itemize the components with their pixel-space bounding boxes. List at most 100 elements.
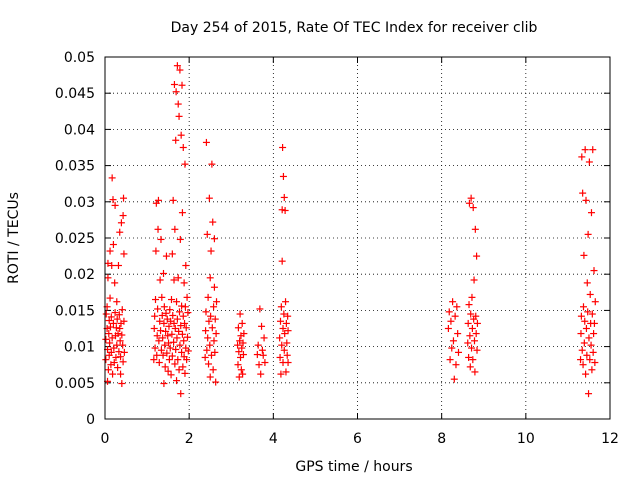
- data-point: [581, 317, 589, 325]
- data-point: [210, 303, 218, 311]
- data-point: [211, 315, 219, 323]
- grid-lines: [105, 57, 610, 419]
- data-point: [472, 330, 480, 338]
- data-point: [580, 339, 588, 347]
- data-point: [203, 230, 211, 238]
- data-point: [114, 262, 122, 270]
- data-point: [578, 153, 586, 161]
- data-point: [283, 339, 291, 347]
- data-point: [154, 305, 162, 313]
- data-point: [153, 351, 161, 359]
- data-point: [464, 319, 472, 327]
- data-point: [168, 330, 176, 338]
- data-point: [204, 334, 212, 342]
- x-tick-label: 12: [601, 431, 619, 447]
- data-point: [205, 194, 213, 202]
- data-point: [280, 346, 288, 354]
- data-point: [282, 368, 290, 376]
- data-point: [117, 370, 125, 378]
- x-tick-label: 10: [517, 431, 535, 447]
- data-point: [172, 136, 180, 144]
- data-point: [590, 330, 598, 338]
- data-point: [166, 344, 174, 352]
- data-point: [174, 356, 182, 364]
- x-tick-label: 6: [353, 431, 362, 447]
- data-point: [157, 327, 165, 335]
- data-point: [207, 247, 215, 255]
- data-point: [157, 235, 165, 243]
- data-point: [117, 353, 125, 361]
- data-point: [449, 337, 457, 345]
- data-point: [158, 293, 166, 301]
- data-point: [473, 346, 481, 354]
- data-point: [167, 371, 175, 379]
- data-point: [210, 235, 218, 243]
- data-point: [577, 356, 585, 364]
- data-point: [170, 338, 178, 346]
- data-point: [184, 347, 192, 355]
- data-point: [160, 380, 168, 388]
- data-point: [181, 303, 189, 311]
- data-point: [278, 257, 286, 265]
- data-point: [455, 348, 462, 356]
- data-point: [183, 333, 191, 341]
- data-point: [202, 138, 210, 146]
- data-point: [580, 251, 588, 259]
- data-point: [180, 337, 188, 345]
- data-point: [280, 310, 288, 318]
- data-point: [169, 196, 177, 204]
- data-point: [258, 322, 266, 330]
- data-point: [591, 298, 599, 306]
- data-point: [170, 81, 178, 89]
- data-point: [177, 322, 185, 330]
- data-point: [114, 330, 122, 338]
- y-tick-label: 0.045: [55, 86, 95, 102]
- data-point: [111, 309, 119, 317]
- data-point: [102, 356, 110, 364]
- data-point: [177, 131, 185, 139]
- data-point: [276, 334, 284, 342]
- data-point: [591, 359, 599, 367]
- data-point: [170, 276, 178, 284]
- data-point: [178, 302, 186, 310]
- data-point: [234, 361, 242, 369]
- data-point: [587, 209, 595, 217]
- data-point: [586, 290, 594, 298]
- y-tick-label: 0.05: [64, 50, 95, 66]
- data-point: [184, 309, 192, 317]
- data-point: [444, 325, 452, 332]
- data-point: [154, 196, 162, 204]
- data-point: [276, 353, 284, 361]
- data-point: [447, 317, 455, 325]
- data-point: [176, 235, 184, 243]
- data-point: [279, 144, 287, 151]
- data-point: [238, 319, 246, 327]
- data-point: [119, 358, 127, 366]
- data-point: [105, 317, 113, 325]
- data-point: [280, 193, 288, 201]
- data-point: [466, 363, 474, 371]
- data-point: [590, 319, 598, 327]
- data-point: [213, 298, 221, 306]
- data-point: [150, 325, 158, 332]
- data-point: [158, 311, 166, 319]
- data-point: [581, 146, 589, 154]
- data-point: [182, 324, 190, 332]
- data-point: [172, 345, 180, 353]
- data-point: [102, 335, 110, 343]
- data-point: [471, 368, 479, 376]
- plot-frame: [104, 56, 611, 420]
- y-tick-label: 0: [86, 412, 95, 428]
- data-point: [109, 370, 117, 378]
- data-point: [109, 241, 117, 249]
- data-point: [276, 317, 284, 325]
- data-point: [104, 366, 112, 374]
- data-point: [239, 370, 247, 378]
- data-point: [113, 315, 121, 323]
- data-point: [468, 344, 476, 352]
- data-point: [202, 308, 210, 316]
- x-tick-label: 2: [185, 431, 194, 447]
- data-point: [234, 324, 242, 332]
- data-point: [150, 356, 158, 364]
- data-point: [277, 370, 285, 378]
